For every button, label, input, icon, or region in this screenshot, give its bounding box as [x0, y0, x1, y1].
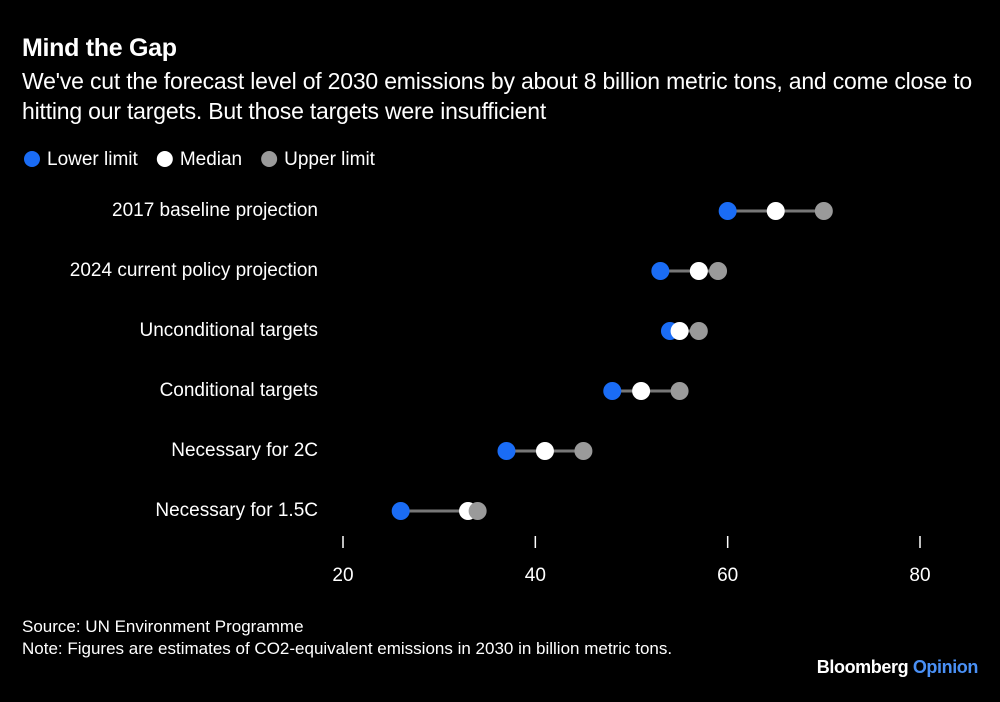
- dot: [497, 442, 516, 460]
- x-tick-label: 20: [332, 565, 353, 586]
- dot: [766, 202, 785, 220]
- y-tick-label: Necessary for 1.5C: [155, 500, 318, 521]
- y-tick-label: 2024 current policy projection: [70, 260, 318, 281]
- chart-title: Mind the Gap: [22, 34, 177, 62]
- dot: [709, 262, 728, 280]
- brand-section: Opinion: [912, 657, 979, 677]
- x-tick-label: 40: [525, 565, 546, 586]
- brand-name: Bloomberg: [816, 657, 909, 677]
- note: Note: Figures are estimates of CO2-equiv…: [22, 639, 673, 658]
- legend-label: Lower limit: [47, 149, 139, 170]
- legend-marker: [24, 151, 40, 167]
- dot: [718, 202, 737, 220]
- dot: [670, 322, 689, 340]
- chart-subtitle: We've cut the forecast level of 2030 emi…: [22, 68, 972, 124]
- dot: [603, 382, 622, 400]
- y-tick-label: 2017 baseline projection: [112, 200, 318, 221]
- y-tick-label: Conditional targets: [160, 380, 318, 401]
- dot: [468, 502, 487, 520]
- y-tick-label: Unconditional targets: [140, 320, 319, 341]
- x-tick-label: 80: [909, 565, 930, 586]
- legend-marker: [261, 151, 278, 167]
- legend-label: Upper limit: [284, 149, 376, 170]
- dot: [574, 442, 593, 460]
- dot: [632, 382, 651, 400]
- dot: [651, 262, 670, 280]
- brand: Bloomberg Opinion: [816, 657, 979, 678]
- source: Source: UN Environment Programme: [22, 617, 304, 636]
- dot: [689, 322, 708, 340]
- y-tick-label: Necessary for 2C: [171, 440, 318, 461]
- dot: [814, 202, 833, 220]
- x-tick-label: 60: [717, 565, 738, 586]
- dot: [391, 502, 410, 520]
- dot: [689, 262, 708, 280]
- dot: [535, 442, 554, 460]
- dot: [670, 382, 689, 400]
- legend-marker: [156, 151, 173, 167]
- legend-label: Median: [180, 149, 242, 170]
